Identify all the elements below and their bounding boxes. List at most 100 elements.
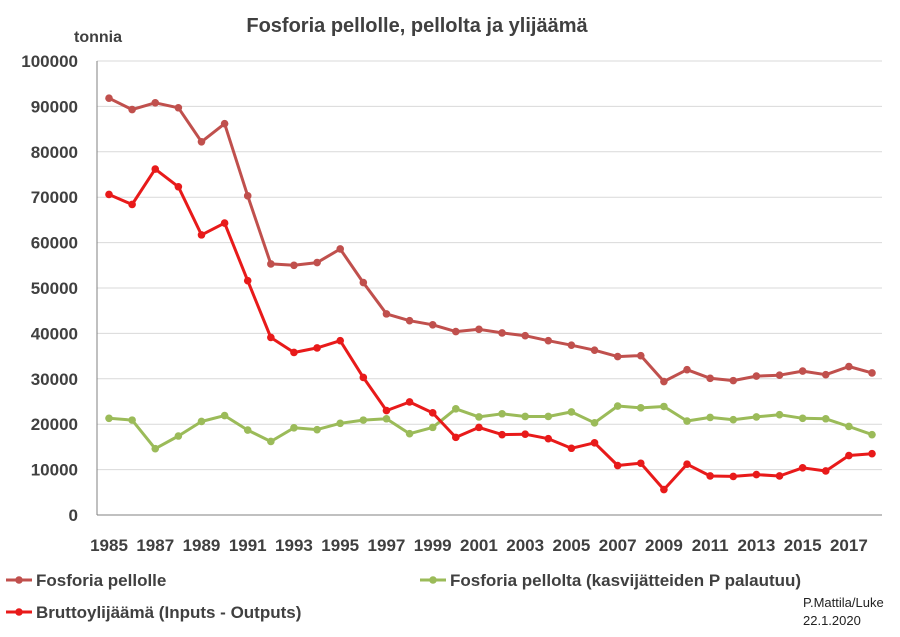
data-point bbox=[683, 365, 691, 374]
y-tick-label: 10000 bbox=[31, 461, 78, 480]
data-point bbox=[544, 434, 553, 443]
x-tick-label: 2015 bbox=[784, 536, 822, 555]
chart-title: Fosforia pellolle, pellolta ja ylijäämä bbox=[246, 15, 588, 37]
data-point bbox=[498, 329, 506, 337]
data-point bbox=[151, 444, 160, 453]
data-point bbox=[475, 325, 483, 334]
data-point bbox=[660, 485, 668, 494]
data-point bbox=[382, 310, 391, 318]
data-point bbox=[798, 463, 807, 472]
data-point bbox=[382, 414, 391, 423]
data-point bbox=[267, 333, 275, 342]
credit-date: 22.1.2020 bbox=[803, 613, 861, 628]
data-point bbox=[683, 460, 691, 468]
data-point bbox=[475, 413, 483, 421]
data-point bbox=[544, 412, 553, 421]
y-tick-label: 60000 bbox=[31, 234, 78, 253]
legend-item-3[interactable]: Bruttoylijäämä (Inputs - Outputs) bbox=[6, 603, 301, 622]
data-point bbox=[290, 348, 298, 357]
x-tick-label: 2009 bbox=[645, 536, 683, 555]
x-tick-label: 1987 bbox=[136, 536, 174, 555]
legend-item-2[interactable]: Fosforia pellolta (kasvijätteiden P pala… bbox=[420, 571, 801, 590]
data-point bbox=[243, 276, 252, 285]
data-point bbox=[151, 98, 160, 107]
data-point bbox=[845, 422, 853, 431]
data-point bbox=[428, 409, 437, 417]
legend-swatch-marker bbox=[15, 576, 23, 584]
data-point bbox=[706, 374, 714, 383]
x-tick-label: 1991 bbox=[229, 536, 267, 555]
data-point bbox=[128, 416, 136, 424]
data-point bbox=[521, 430, 529, 438]
data-point bbox=[660, 402, 668, 411]
y-tick-label: 70000 bbox=[31, 188, 78, 207]
x-tick-label: 1999 bbox=[414, 536, 452, 555]
legend[interactable]: Fosforia pellolle Fosforia pellolta (kasv… bbox=[6, 571, 801, 622]
data-point bbox=[775, 472, 784, 480]
data-point bbox=[729, 472, 738, 481]
data-point bbox=[336, 245, 345, 253]
data-point bbox=[752, 470, 761, 479]
data-point bbox=[636, 459, 645, 468]
data-point bbox=[636, 404, 645, 412]
y-tick-label: 40000 bbox=[31, 324, 78, 343]
data-point bbox=[660, 377, 668, 386]
data-point bbox=[405, 316, 414, 325]
data-point bbox=[567, 341, 576, 350]
data-point bbox=[128, 105, 136, 114]
data-point bbox=[590, 346, 599, 354]
data-point bbox=[590, 419, 599, 427]
data-point bbox=[868, 449, 876, 458]
data-point bbox=[798, 367, 807, 375]
x-tick-label: 1989 bbox=[183, 536, 221, 555]
data-point bbox=[267, 437, 275, 446]
y-tick-label: 20000 bbox=[31, 415, 78, 434]
credit-author: P.Mattila/Luke bbox=[803, 595, 884, 610]
y-tick-label: 30000 bbox=[31, 370, 78, 389]
x-tick-label: 2001 bbox=[460, 536, 498, 555]
data-point bbox=[498, 430, 506, 439]
data-point bbox=[845, 362, 853, 371]
y-tick-label: 100000 bbox=[21, 52, 78, 71]
x-tick-label: 1985 bbox=[90, 536, 128, 555]
data-point bbox=[128, 200, 136, 209]
data-point bbox=[567, 408, 576, 416]
x-tick-label: 2011 bbox=[692, 536, 729, 555]
x-tick-label: 2003 bbox=[506, 536, 544, 555]
data-point bbox=[729, 415, 738, 424]
data-point bbox=[105, 190, 113, 199]
legend-item-1[interactable]: Fosforia pellolle bbox=[6, 571, 166, 590]
data-point bbox=[174, 182, 183, 191]
data-point bbox=[498, 409, 506, 418]
x-tick-label: 1997 bbox=[368, 536, 406, 555]
x-tick-label: 2005 bbox=[553, 536, 591, 555]
data-point bbox=[428, 320, 437, 329]
data-point bbox=[613, 461, 622, 470]
data-point bbox=[174, 103, 183, 112]
data-point bbox=[151, 165, 160, 173]
data-point bbox=[105, 94, 113, 103]
y-tick-labels: 0 10000 20000 30000 40000 50000 60000 70000 8000… bbox=[21, 52, 78, 525]
data-point bbox=[752, 413, 761, 421]
data-point bbox=[405, 429, 414, 438]
y-tick-label: 90000 bbox=[31, 97, 78, 116]
data-point bbox=[868, 369, 876, 377]
y-tick-label: 80000 bbox=[31, 143, 78, 162]
data-point bbox=[775, 371, 784, 379]
data-point bbox=[452, 327, 460, 336]
data-point bbox=[313, 258, 321, 267]
data-point bbox=[729, 376, 738, 385]
data-point bbox=[359, 278, 368, 287]
data-point bbox=[475, 423, 483, 432]
x-tick-label: 1995 bbox=[321, 536, 359, 555]
data-point bbox=[821, 370, 830, 379]
x-tick-label: 2007 bbox=[599, 536, 637, 555]
data-point bbox=[336, 336, 345, 345]
data-point bbox=[243, 426, 252, 434]
y-axis-label: tonnia bbox=[74, 29, 122, 46]
data-point bbox=[197, 138, 206, 146]
data-point bbox=[313, 425, 321, 434]
data-point bbox=[521, 412, 529, 421]
data-point bbox=[613, 352, 622, 361]
